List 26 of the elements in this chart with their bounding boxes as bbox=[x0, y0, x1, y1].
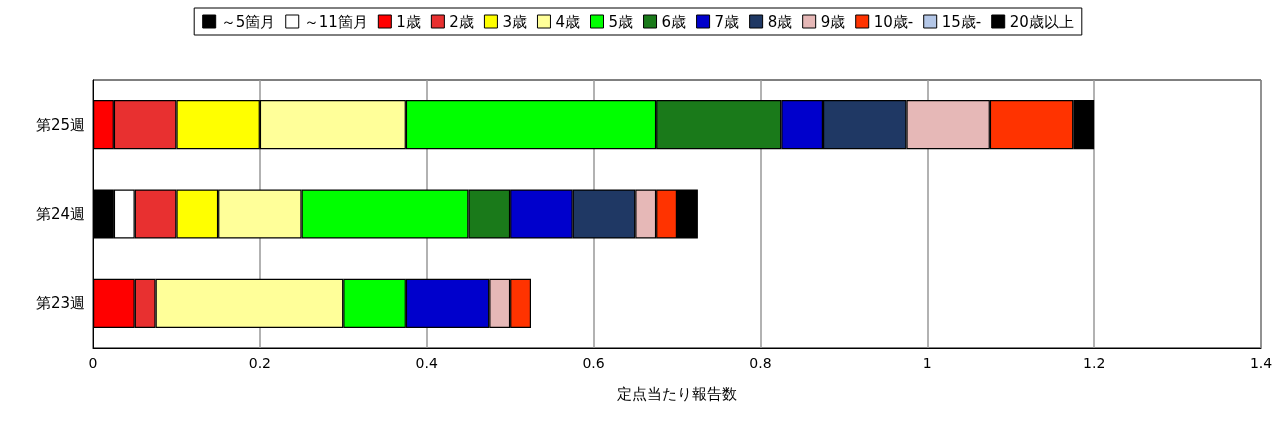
legend-label: 9歳 bbox=[820, 12, 846, 31]
y-tick-label: 第25週 bbox=[35, 115, 85, 134]
x-tick-label: 0.6 bbox=[582, 355, 605, 371]
legend-label: 1歳 bbox=[396, 12, 421, 31]
legend-label: ～5箇月 bbox=[220, 12, 276, 31]
x-tick-label: 1.2 bbox=[1083, 355, 1106, 371]
legend-label: 8歳 bbox=[767, 12, 793, 31]
legend-label: 2歳 bbox=[449, 12, 474, 31]
x-tick-label: 1 bbox=[922, 355, 932, 371]
x-tick-label: 0.8 bbox=[749, 355, 772, 371]
x-tick-label: 0 bbox=[88, 355, 98, 371]
legend-label: 15歳- bbox=[941, 12, 982, 31]
x-tick-label: 1.4 bbox=[1249, 355, 1273, 371]
x-tick-label: 0.2 bbox=[248, 355, 271, 371]
legend-label: 10歳- bbox=[873, 12, 914, 31]
x-axis-title: 定点当たり報告数 bbox=[617, 384, 737, 403]
legend-label: 5歳 bbox=[608, 12, 634, 31]
legend-label: 20歳以上 bbox=[1009, 12, 1074, 31]
legend-label: ～11箇月 bbox=[303, 12, 368, 31]
y-tick-label: 第24週 bbox=[35, 205, 85, 223]
legend-label: 3歳 bbox=[502, 12, 527, 31]
y-tick-label: 第23週 bbox=[35, 294, 85, 313]
x-tick-label: 0.4 bbox=[415, 355, 438, 371]
legend-label: 4歳 bbox=[555, 12, 580, 31]
legend-label: 7歳 bbox=[714, 12, 740, 31]
legend-label: 6歳 bbox=[661, 12, 687, 31]
